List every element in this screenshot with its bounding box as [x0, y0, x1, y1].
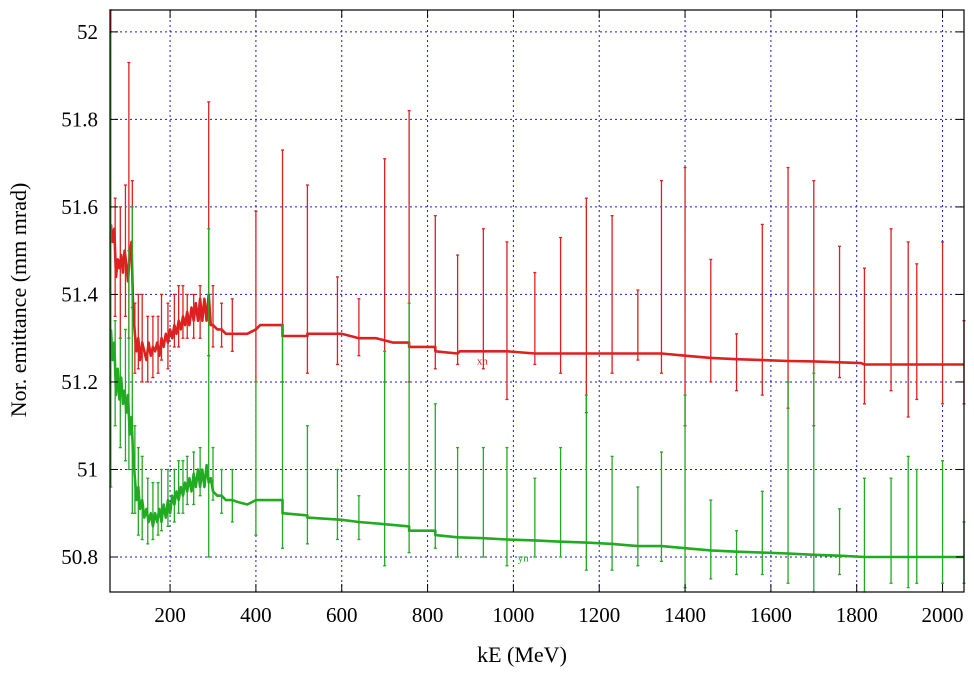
- x-tick-label: 2000: [922, 603, 964, 627]
- gridlines: [110, 10, 964, 592]
- series-xn: xn: [109, 9, 966, 427]
- x-tick-label: 600: [326, 603, 358, 627]
- x-tick-label: 800: [412, 603, 444, 627]
- y-tick-label: 51.6: [61, 195, 98, 219]
- x-tick-label: 1400: [664, 603, 706, 627]
- series-label-xn: xn: [477, 355, 489, 367]
- x-tick-label: 1200: [578, 603, 620, 627]
- tick-marks: [110, 10, 964, 592]
- x-axis-label: kE (MeV): [477, 642, 567, 667]
- y-tick-label: 51.2: [61, 370, 98, 394]
- series-layer: xn yn: [109, 9, 966, 593]
- x-tick-label: 1600: [750, 603, 792, 627]
- series-label-yn: yn: [518, 552, 530, 564]
- y-tick-label: 51.8: [61, 107, 98, 131]
- tick-labels: 200 400 600 800 1000 1200 1400 1600 1800 2000 50.8…: [61, 20, 963, 627]
- x-tick-label: 400: [240, 603, 272, 627]
- plot-frame: [109, 9, 965, 593]
- series-line-yn: [109, 329, 964, 559]
- y-axis-label: Nor. emittance (mm mrad): [6, 183, 31, 418]
- y-tick-label: 52: [77, 20, 98, 44]
- x-tick-label: 200: [154, 603, 186, 627]
- y-tick-label: 51: [77, 457, 98, 481]
- series-line-xn: [109, 224, 964, 366]
- x-tick-label: 1000: [492, 603, 534, 627]
- x-tick-label: 1800: [836, 603, 878, 627]
- y-tick-label: 50.8: [61, 545, 98, 569]
- series-yn: yn: [109, 31, 966, 593]
- y-tick-label: 51.4: [61, 282, 98, 306]
